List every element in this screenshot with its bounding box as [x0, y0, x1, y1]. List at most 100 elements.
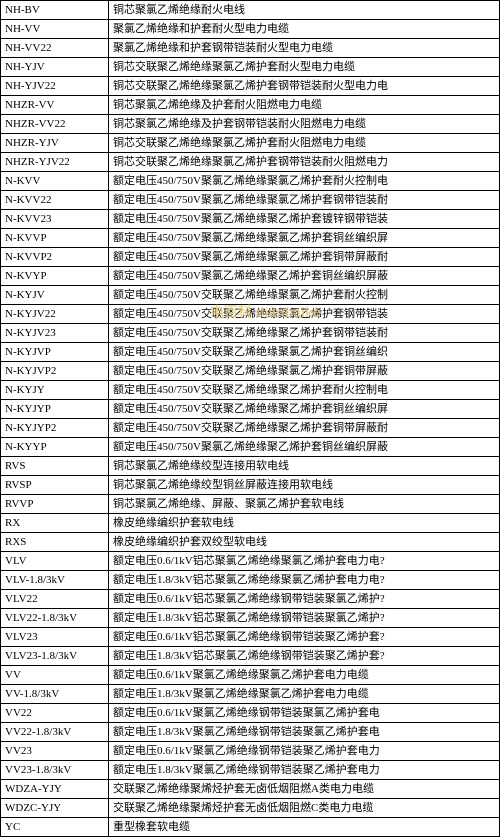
cable-code-cell: RVS [1, 457, 109, 476]
cable-desc-cell: 橡皮绝缘编织护套软电线 [109, 514, 500, 533]
cable-desc-cell: 铜芯交联聚乙烯绝缘聚氯乙烯护套钢带铠装耐火型电力电 [109, 77, 500, 96]
table-row: NHZR-YJV22铜芯交联聚乙烯绝缘聚氯乙烯护套钢带铠装耐火阻燃电力 [1, 153, 500, 172]
cable-code-cell: VV [1, 666, 109, 685]
cable-code-cell: RXS [1, 533, 109, 552]
table-row: NH-VV22聚氯乙烯绝缘和护套钢带铠装耐火型电力电缆 [1, 39, 500, 58]
table-row: N-KYJV23额定电压450/750V交联聚乙烯绝缘聚乙烯护套钢带铠装耐 [1, 324, 500, 343]
cable-desc-cell: 铜芯聚氯乙烯绝缘绞型连接用软电线 [109, 457, 500, 476]
cable-spec-table: NH-BV铜芯聚氯乙烯绝缘耐火电线NH-VV聚氯乙烯绝缘和护套耐火型电力电缆NH… [0, 0, 500, 837]
cable-desc-cell: 额定电压450/750V交联聚乙烯绝缘聚氯乙烯护套耐火控制 [109, 286, 500, 305]
table-row: NHZR-VV铜芯聚氯乙烯绝缘及护套耐火阻燃电力电缆 [1, 96, 500, 115]
cable-desc-cell: 额定电压450/750V聚氯乙烯绝缘聚氯乙烯护套耐火控制电 [109, 172, 500, 191]
cable-code-cell: VLV23-1.8/3kV [1, 647, 109, 666]
cable-code-cell: RVSP [1, 476, 109, 495]
cable-desc-cell: 铜芯聚氯乙烯绝缘绞型铜丝屏蔽连接用软电线 [109, 476, 500, 495]
table-row: RXS橡皮绝缘编织护套双绞型软电线 [1, 533, 500, 552]
table-row: N-KYJVP额定电压450/750V交联聚乙烯绝缘聚氯乙烯护套铜丝编织 [1, 343, 500, 362]
cable-code-cell: NHZR-VV22 [1, 115, 109, 134]
table-row: N-KYJYP2额定电压450/750V交联聚乙烯绝缘聚乙烯护套铜带屏蔽耐 [1, 419, 500, 438]
table-row: VLV23额定电压0.6/1kV铝芯聚氯乙烯绝缘钢带铠装聚乙烯护套? [1, 628, 500, 647]
table-row: N-KYJYP额定电压450/750V交联聚乙烯绝缘聚乙烯护套铜丝编织屏 [1, 400, 500, 419]
cable-desc-cell: 额定电压450/750V聚氯乙烯绝缘聚乙烯护套铜丝编织屏蔽 [109, 267, 500, 286]
cable-desc-cell: 额定电压450/750V聚氯乙烯绝缘聚氯乙烯护套铜丝编织屏 [109, 229, 500, 248]
table-row: NH-BV铜芯聚氯乙烯绝缘耐火电线 [1, 1, 500, 20]
cable-desc-cell: 铜芯聚氯乙烯绝缘耐火电线 [109, 1, 500, 20]
cable-code-cell: VLV22-1.8/3kV [1, 609, 109, 628]
table-row: VLV23-1.8/3kV额定电压1.8/3kV铝芯聚氯乙烯绝缘钢带铠装聚乙烯护… [1, 647, 500, 666]
table-row: N-KVVP额定电压450/750V聚氯乙烯绝缘聚氯乙烯护套铜丝编织屏 [1, 229, 500, 248]
table-row: VLV22额定电压0.6/1kV铝芯聚氯乙烯绝缘钢带铠装聚氯乙烯护? [1, 590, 500, 609]
cable-code-cell: RVVP [1, 495, 109, 514]
cable-desc-cell: 额定电压450/750V交联聚乙烯绝缘聚氯乙烯护套铜丝编织 [109, 343, 500, 362]
cable-code-cell: NH-YJV [1, 58, 109, 77]
cable-code-cell: VV23-1.8/3kV [1, 761, 109, 780]
cable-code-cell: N-KYJV22 [1, 305, 109, 324]
cable-desc-cell: 额定电压450/750V交联聚乙烯绝缘聚乙烯护套铜丝编织屏 [109, 400, 500, 419]
cable-desc-cell: 铜芯交联聚乙烯绝缘聚氯乙烯护套耐火型电力电缆 [109, 58, 500, 77]
cable-code-cell: VV22 [1, 704, 109, 723]
table-row: NH-YJV铜芯交联聚乙烯绝缘聚氯乙烯护套耐火型电力电缆 [1, 58, 500, 77]
cable-desc-cell: 铜芯交联聚乙烯绝缘聚氯乙烯护套钢带铠装耐火阻燃电力 [109, 153, 500, 172]
cable-desc-cell: 铜芯聚氯乙烯绝缘及护套耐火阻燃电力电缆 [109, 96, 500, 115]
cable-code-cell: RX [1, 514, 109, 533]
cable-code-cell: N-KVVP2 [1, 248, 109, 267]
cable-desc-cell: 额定电压1.8/3kV聚氯乙烯绝缘钢带铠装聚氯乙烯护套电 [109, 723, 500, 742]
cable-desc-cell: 额定电压450/750V交联聚乙烯绝缘聚氯乙烯护套铜带屏蔽 [109, 362, 500, 381]
table-row: VV23-1.8/3kV额定电压1.8/3kV聚氯乙烯绝缘钢带铠装聚乙烯护套电力 [1, 761, 500, 780]
cable-desc-cell: 额定电压450/750V交联聚乙烯绝缘聚乙烯护套耐火控制电 [109, 381, 500, 400]
cable-code-cell: NH-VV22 [1, 39, 109, 58]
table-row: N-KYJV额定电压450/750V交联聚乙烯绝缘聚氯乙烯护套耐火控制 [1, 286, 500, 305]
cable-desc-cell: 交联聚乙烯绝缘聚烯烃护套无卤低烟阻燃A类电力电缆 [109, 780, 500, 799]
cable-code-cell: NH-VV [1, 20, 109, 39]
cable-code-cell: VLV23 [1, 628, 109, 647]
table-row: VV22额定电压0.6/1kV聚氯乙烯绝缘钢带铠装聚氯乙烯护套电 [1, 704, 500, 723]
cable-desc-cell: 额定电压0.6/1kV聚氯乙烯绝缘钢带铠装聚乙烯护套电力 [109, 742, 500, 761]
cable-desc-cell: 重型橡套软电缆 [109, 818, 500, 837]
cable-code-cell: NHZR-YJV [1, 134, 109, 153]
cable-code-cell: N-KVV [1, 172, 109, 191]
cable-desc-cell: 铜芯聚氯乙烯绝缘、屏蔽、聚氯乙烯护套软电线 [109, 495, 500, 514]
table-row: RX橡皮绝缘编织护套软电线 [1, 514, 500, 533]
cable-code-cell: N-KYJV [1, 286, 109, 305]
cable-code-cell: VV23 [1, 742, 109, 761]
table-row: RVSP铜芯聚氯乙烯绝缘绞型铜丝屏蔽连接用软电线 [1, 476, 500, 495]
cable-desc-cell: 橡皮绝缘编织护套双绞型软电线 [109, 533, 500, 552]
table-row: N-KVYP额定电压450/750V聚氯乙烯绝缘聚乙烯护套铜丝编织屏蔽 [1, 267, 500, 286]
cable-code-cell: NHZR-VV [1, 96, 109, 115]
cable-desc-cell: 聚氯乙烯绝缘和护套耐火型电力电缆 [109, 20, 500, 39]
table-row: WDZA-YJY交联聚乙烯绝缘聚烯烃护套无卤低烟阻燃A类电力电缆 [1, 780, 500, 799]
cable-code-cell: VLV-1.8/3kV [1, 571, 109, 590]
cable-code-cell: N-KYJVP2 [1, 362, 109, 381]
cable-desc-cell: 额定电压1.8/3kV铝芯聚氯乙烯绝缘钢带铠装聚氯乙烯护? [109, 609, 500, 628]
cable-code-cell: NH-YJV22 [1, 77, 109, 96]
table-row: WDZC-YJY交联聚乙烯绝缘聚烯烃护套无卤低烟阻燃C类电力电缆 [1, 799, 500, 818]
cable-desc-cell: 额定电压450/750V聚氯乙烯绝缘聚乙烯护套铜丝编织屏蔽 [109, 438, 500, 457]
cable-desc-cell: 聚氯乙烯绝缘和护套钢带铠装耐火型电力电缆 [109, 39, 500, 58]
table-row: VV23额定电压0.6/1kV聚氯乙烯绝缘钢带铠装聚乙烯护套电力 [1, 742, 500, 761]
cable-desc-cell: 额定电压450/750V聚氯乙烯绝缘聚氯乙烯护套铜带屏蔽耐 [109, 248, 500, 267]
table-row: N-KYJVP2额定电压450/750V交联聚乙烯绝缘聚氯乙烯护套铜带屏蔽 [1, 362, 500, 381]
table-row: N-KYYP额定电压450/750V聚氯乙烯绝缘聚乙烯护套铜丝编织屏蔽 [1, 438, 500, 457]
table-row: N-KVV22额定电压450/750V聚氯乙烯绝缘聚氯乙烯护套钢带铠装耐 [1, 191, 500, 210]
cable-desc-cell: 额定电压0.6/1kV聚氯乙烯绝缘钢带铠装聚氯乙烯护套电 [109, 704, 500, 723]
cable-desc-cell: 额定电压450/750V交联聚乙烯绝缘聚乙烯护套铜带屏蔽耐 [109, 419, 500, 438]
cable-desc-cell: 交联聚乙烯绝缘聚烯烃护套无卤低烟阻燃C类电力电缆 [109, 799, 500, 818]
table-row: VV22-1.8/3kV额定电压1.8/3kV聚氯乙烯绝缘钢带铠装聚氯乙烯护套电 [1, 723, 500, 742]
cable-code-cell: YC [1, 818, 109, 837]
cable-code-cell: VV22-1.8/3kV [1, 723, 109, 742]
cable-code-cell: N-KVYP [1, 267, 109, 286]
cable-code-cell: WDZA-YJY [1, 780, 109, 799]
cable-code-cell: NHZR-YJV22 [1, 153, 109, 172]
cable-code-cell: N-KYJYP [1, 400, 109, 419]
table-row: NH-YJV22铜芯交联聚乙烯绝缘聚氯乙烯护套钢带铠装耐火型电力电 [1, 77, 500, 96]
table-row: N-KVV额定电压450/750V聚氯乙烯绝缘聚氯乙烯护套耐火控制电 [1, 172, 500, 191]
cable-desc-cell: 额定电压1.8/3kV聚氯乙烯绝缘聚氯乙烯护套电力电缆 [109, 685, 500, 704]
cable-code-cell: N-KYYP [1, 438, 109, 457]
table-row: N-KYJV22额定电压450/750V交联聚乙烯绝缘聚氯乙烯护套钢带铠装 [1, 305, 500, 324]
cable-desc-cell: 额定电压1.8/3kV聚氯乙烯绝缘钢带铠装聚乙烯护套电力 [109, 761, 500, 780]
cable-desc-cell: 额定电压1.8/3kV铝芯聚氯乙烯绝缘聚氯乙烯护套电力电? [109, 571, 500, 590]
cable-desc-cell: 额定电压0.6/1kV铝芯聚氯乙烯绝缘聚氯乙烯护套电力电? [109, 552, 500, 571]
cable-code-cell: N-KVVP [1, 229, 109, 248]
cable-code-cell: VLV22 [1, 590, 109, 609]
table-row: N-KYJY额定电压450/750V交联聚乙烯绝缘聚乙烯护套耐火控制电 [1, 381, 500, 400]
